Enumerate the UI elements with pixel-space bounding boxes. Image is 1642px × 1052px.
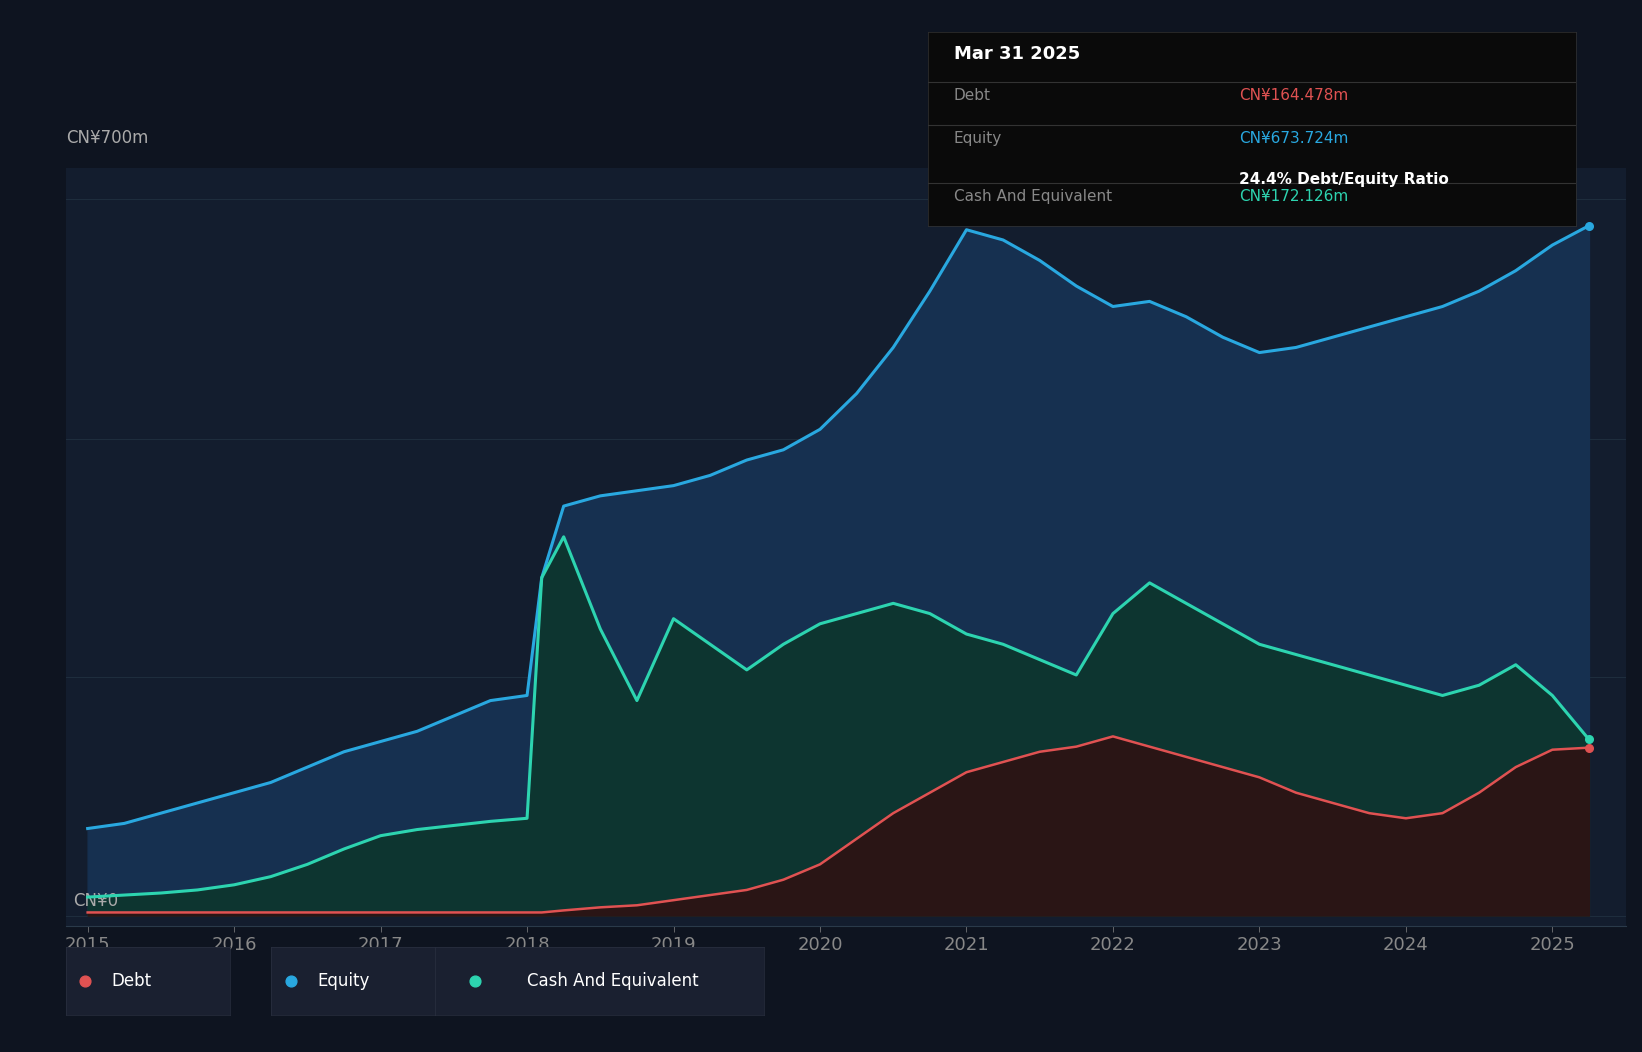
Text: CN¥172.126m: CN¥172.126m <box>1240 189 1348 204</box>
Text: CN¥0: CN¥0 <box>72 892 118 910</box>
Point <box>519 662 545 679</box>
Point <box>944 662 970 679</box>
Point <box>314 662 340 679</box>
Text: Equity: Equity <box>954 130 1002 146</box>
Text: CN¥164.478m: CN¥164.478m <box>1240 88 1348 103</box>
Text: Cash And Equivalent: Cash And Equivalent <box>527 972 699 990</box>
Point <box>1576 731 1603 748</box>
Text: Mar 31 2025: Mar 31 2025 <box>954 45 1080 63</box>
Point <box>1576 217 1603 234</box>
Text: 24.4% Debt/Equity Ratio: 24.4% Debt/Equity Ratio <box>1240 171 1448 186</box>
Text: Cash And Equivalent: Cash And Equivalent <box>954 189 1112 204</box>
Text: CN¥673.724m: CN¥673.724m <box>1240 130 1348 146</box>
Text: Equity: Equity <box>317 972 369 990</box>
Text: Debt: Debt <box>112 972 151 990</box>
Point <box>1576 740 1603 756</box>
Text: Debt: Debt <box>954 88 990 103</box>
Text: CN¥700m: CN¥700m <box>66 129 148 147</box>
